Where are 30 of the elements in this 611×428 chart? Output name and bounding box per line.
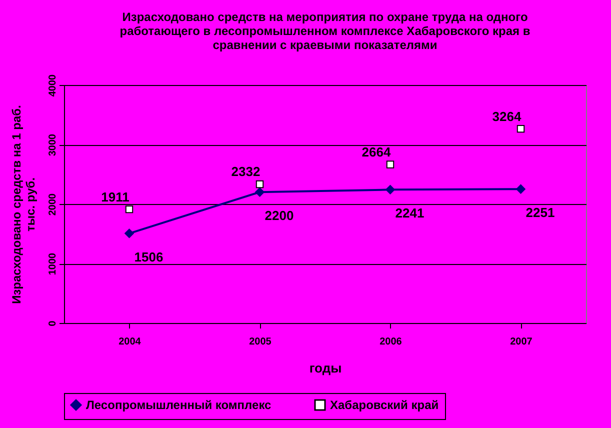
data-label: 3264 bbox=[492, 108, 522, 124]
x-tick-label: 2004 bbox=[118, 336, 142, 348]
x-tick-label: 2005 bbox=[249, 336, 272, 348]
x-tick-label: 2007 bbox=[510, 336, 533, 348]
y-axis-title: Израсходовано средств на 1 раб. тыс. руб. bbox=[10, 105, 38, 304]
data-label: 2332 bbox=[231, 164, 260, 180]
data-label: 2200 bbox=[264, 208, 294, 224]
point bbox=[516, 124, 525, 133]
x-axis-title: годы bbox=[309, 360, 342, 376]
y-tick-label: 4000 bbox=[48, 74, 58, 97]
point bbox=[386, 184, 395, 194]
point bbox=[125, 205, 134, 214]
point bbox=[124, 228, 134, 238]
legend-label: Хабаровский край bbox=[330, 398, 439, 412]
data-label: 1506 bbox=[134, 249, 164, 264]
point bbox=[255, 187, 264, 197]
chart-title: Израсходовано средств на мероприятия по охране труда на одного работающего в лесопромышленном комплексе Хабаровского края в сравнении с краевыми показателями bbox=[120, 10, 530, 52]
point bbox=[386, 160, 394, 168]
data-label: 2251 bbox=[526, 205, 555, 220]
y-tick-label: 3000 bbox=[48, 133, 58, 156]
data-label: 2241 bbox=[395, 206, 424, 221]
data-label: 1911 bbox=[101, 189, 130, 204]
x-tick-label: 2006 bbox=[380, 336, 402, 348]
y-tick-label: 0 bbox=[48, 320, 58, 326]
data-label: 2664 bbox=[362, 144, 392, 160]
point bbox=[516, 184, 526, 194]
y-tick-label: 1000 bbox=[48, 252, 58, 276]
y-tick-label: 2000 bbox=[48, 192, 58, 216]
point bbox=[256, 180, 264, 188]
legend-label: Лесопромышленный комплекс bbox=[86, 398, 272, 412]
